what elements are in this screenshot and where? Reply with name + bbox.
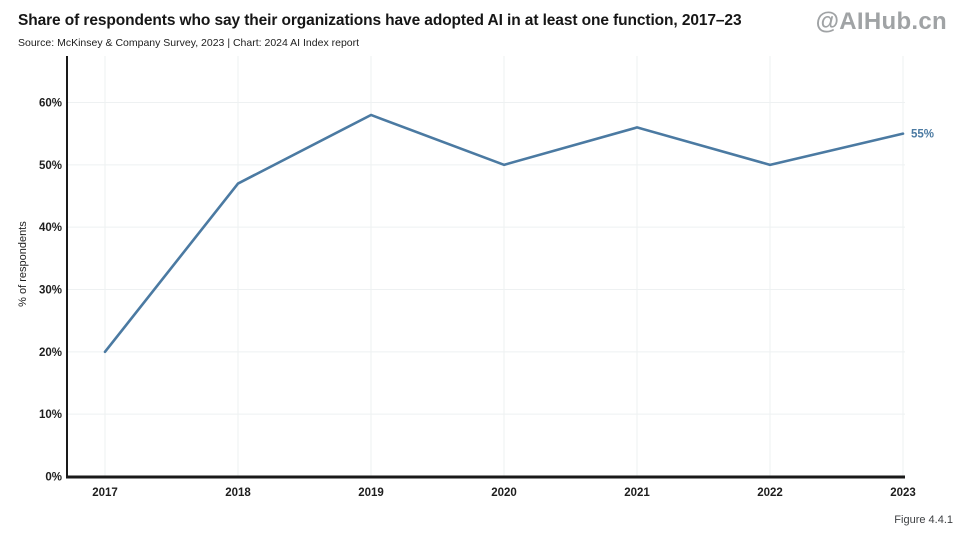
data-line bbox=[103, 113, 905, 354]
y-tick-label: 50% bbox=[39, 160, 62, 172]
y-tick-label: 10% bbox=[39, 409, 62, 421]
page-title: Share of respondents who say their organ… bbox=[18, 12, 742, 29]
source-caption: Source: McKinsey & Company Survey, 2023 … bbox=[18, 37, 360, 49]
x-tick-label: 2018 bbox=[225, 487, 251, 499]
y-tick-label: 60% bbox=[39, 98, 62, 110]
x-tick-label: 2017 bbox=[92, 487, 118, 499]
y-axis-title: % of respondents bbox=[17, 221, 29, 307]
x-tick-label: 2021 bbox=[624, 487, 650, 499]
y-tick-label: 30% bbox=[39, 285, 62, 297]
x-tick-label: 2023 bbox=[890, 487, 916, 499]
figure-number: Figure 4.4.1 bbox=[894, 514, 953, 526]
y-tick-label: 20% bbox=[39, 347, 62, 359]
last-value-label: 55% bbox=[911, 129, 934, 141]
y-tick-label: 40% bbox=[39, 222, 62, 234]
y-tick-label: 0% bbox=[45, 472, 62, 484]
x-tick-label: 2022 bbox=[757, 487, 783, 499]
watermark-text: @AIHub.cn bbox=[815, 8, 947, 35]
x-tick-label: 2020 bbox=[491, 487, 517, 499]
x-tick-label: 2019 bbox=[358, 487, 384, 499]
